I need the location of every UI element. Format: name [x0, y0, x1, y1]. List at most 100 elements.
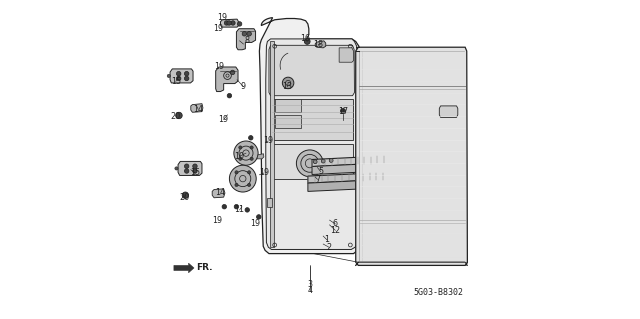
- Polygon shape: [212, 189, 225, 198]
- Circle shape: [247, 32, 252, 36]
- Polygon shape: [269, 41, 274, 247]
- Polygon shape: [269, 45, 355, 96]
- Circle shape: [235, 183, 238, 187]
- Polygon shape: [308, 179, 390, 191]
- Polygon shape: [174, 263, 194, 273]
- Text: 14: 14: [216, 189, 225, 197]
- Text: 19: 19: [263, 137, 273, 145]
- Circle shape: [182, 192, 189, 198]
- Polygon shape: [271, 99, 353, 140]
- Text: 14: 14: [193, 105, 203, 114]
- Text: 18: 18: [314, 40, 323, 48]
- Circle shape: [184, 76, 189, 81]
- Circle shape: [224, 21, 228, 25]
- Circle shape: [175, 167, 178, 170]
- Circle shape: [314, 160, 317, 164]
- Text: 10: 10: [235, 152, 244, 161]
- Circle shape: [230, 70, 235, 75]
- Circle shape: [177, 76, 181, 81]
- Circle shape: [222, 204, 227, 209]
- Text: 6: 6: [333, 219, 338, 228]
- Circle shape: [167, 74, 170, 78]
- Polygon shape: [236, 29, 255, 50]
- Text: 17: 17: [338, 107, 348, 115]
- Text: 2: 2: [326, 243, 332, 252]
- Polygon shape: [312, 156, 394, 167]
- Text: 4: 4: [307, 286, 312, 295]
- Polygon shape: [308, 172, 394, 183]
- Circle shape: [193, 164, 197, 168]
- Circle shape: [234, 141, 258, 165]
- Circle shape: [227, 93, 232, 98]
- Circle shape: [239, 157, 242, 160]
- Circle shape: [248, 136, 253, 140]
- Circle shape: [237, 22, 242, 26]
- Circle shape: [184, 169, 189, 173]
- Text: 5G03-B8302: 5G03-B8302: [413, 288, 463, 297]
- Text: 12: 12: [330, 226, 340, 235]
- Text: 19: 19: [214, 63, 225, 71]
- Circle shape: [193, 169, 197, 173]
- Polygon shape: [191, 104, 203, 112]
- Text: 19: 19: [250, 219, 260, 228]
- Polygon shape: [268, 198, 271, 207]
- Text: 19: 19: [259, 168, 269, 177]
- Circle shape: [250, 157, 253, 160]
- Polygon shape: [178, 161, 202, 175]
- Circle shape: [245, 208, 250, 212]
- Polygon shape: [259, 18, 360, 254]
- Circle shape: [250, 146, 253, 149]
- Text: 15: 15: [190, 168, 200, 177]
- Text: 8: 8: [244, 36, 249, 45]
- Circle shape: [282, 77, 294, 89]
- Circle shape: [177, 71, 181, 76]
- Text: 7: 7: [315, 175, 320, 184]
- Text: 1: 1: [324, 235, 330, 244]
- Polygon shape: [275, 115, 301, 128]
- Circle shape: [305, 39, 310, 44]
- Circle shape: [176, 112, 182, 119]
- Text: 20: 20: [171, 112, 181, 121]
- Circle shape: [184, 164, 189, 168]
- Circle shape: [340, 108, 346, 114]
- Text: 3: 3: [307, 280, 312, 289]
- Text: 19: 19: [213, 24, 223, 33]
- Polygon shape: [316, 41, 326, 48]
- Circle shape: [229, 165, 256, 192]
- Circle shape: [248, 171, 251, 174]
- Polygon shape: [170, 69, 193, 83]
- Circle shape: [230, 21, 235, 25]
- Text: 15: 15: [171, 77, 181, 86]
- Text: 19: 19: [219, 115, 228, 124]
- Polygon shape: [220, 19, 239, 27]
- Polygon shape: [312, 163, 390, 174]
- Circle shape: [257, 215, 261, 219]
- Text: FR.: FR.: [196, 263, 212, 272]
- Polygon shape: [216, 67, 238, 92]
- Text: 13: 13: [282, 82, 292, 91]
- Circle shape: [184, 71, 189, 76]
- Circle shape: [248, 183, 251, 187]
- Text: 11: 11: [235, 205, 244, 214]
- Polygon shape: [257, 154, 264, 159]
- Circle shape: [329, 159, 333, 162]
- Circle shape: [227, 21, 231, 25]
- Circle shape: [234, 204, 239, 209]
- Polygon shape: [271, 144, 353, 179]
- Circle shape: [242, 32, 246, 36]
- Polygon shape: [275, 99, 301, 112]
- Text: 5: 5: [318, 167, 323, 176]
- Text: 9: 9: [241, 82, 246, 91]
- Circle shape: [321, 159, 325, 163]
- Text: 19: 19: [218, 13, 228, 22]
- Polygon shape: [390, 156, 397, 170]
- Polygon shape: [266, 39, 358, 249]
- Circle shape: [296, 150, 323, 177]
- Polygon shape: [356, 47, 467, 265]
- Polygon shape: [339, 48, 353, 62]
- Polygon shape: [439, 106, 458, 117]
- Circle shape: [239, 146, 242, 149]
- Text: 20: 20: [179, 193, 189, 202]
- Circle shape: [235, 171, 238, 174]
- Text: 16: 16: [300, 34, 310, 43]
